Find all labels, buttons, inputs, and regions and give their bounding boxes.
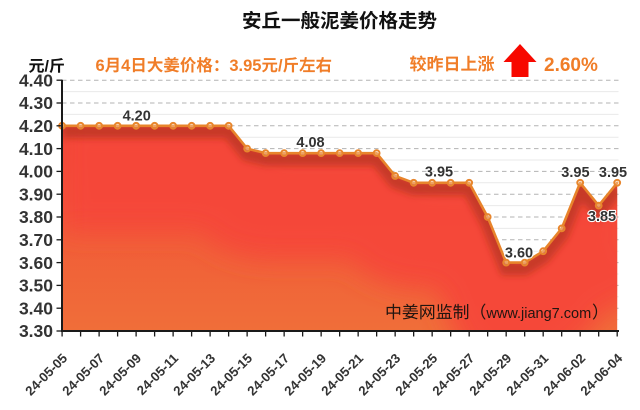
svg-text:6: 6 <box>96 57 105 75</box>
svg-text:4: 4 <box>121 57 131 75</box>
svg-text:www.jiang7.com: www.jiang7.com <box>485 306 591 322</box>
svg-text:/: / <box>45 59 50 76</box>
svg-text:4.20: 4.20 <box>19 116 53 136</box>
svg-text:4.00: 4.00 <box>19 162 53 182</box>
svg-text:3.95: 3.95 <box>599 165 627 181</box>
svg-text:4.10: 4.10 <box>19 139 53 159</box>
svg-text:3.60: 3.60 <box>19 253 53 273</box>
svg-text:3.70: 3.70 <box>19 230 53 250</box>
svg-text:3.95: 3.95 <box>561 165 589 181</box>
svg-text:/: / <box>278 57 283 75</box>
svg-text:2.60%: 2.60% <box>544 55 598 76</box>
svg-text:3.80: 3.80 <box>19 207 53 227</box>
svg-text:3.95: 3.95 <box>425 165 453 181</box>
svg-text:3.30: 3.30 <box>19 321 53 341</box>
svg-text:3.50: 3.50 <box>19 276 53 296</box>
svg-text:3.60: 3.60 <box>505 246 533 262</box>
svg-text:3.95: 3.95 <box>229 57 261 75</box>
svg-text:4.40: 4.40 <box>19 70 53 90</box>
svg-text:4.20: 4.20 <box>123 109 151 125</box>
svg-text:4.08: 4.08 <box>296 135 324 151</box>
svg-text:4.30: 4.30 <box>19 93 53 113</box>
svg-text:3.85: 3.85 <box>588 209 616 225</box>
svg-text:3.40: 3.40 <box>19 298 53 318</box>
svg-text:3.90: 3.90 <box>19 184 53 204</box>
